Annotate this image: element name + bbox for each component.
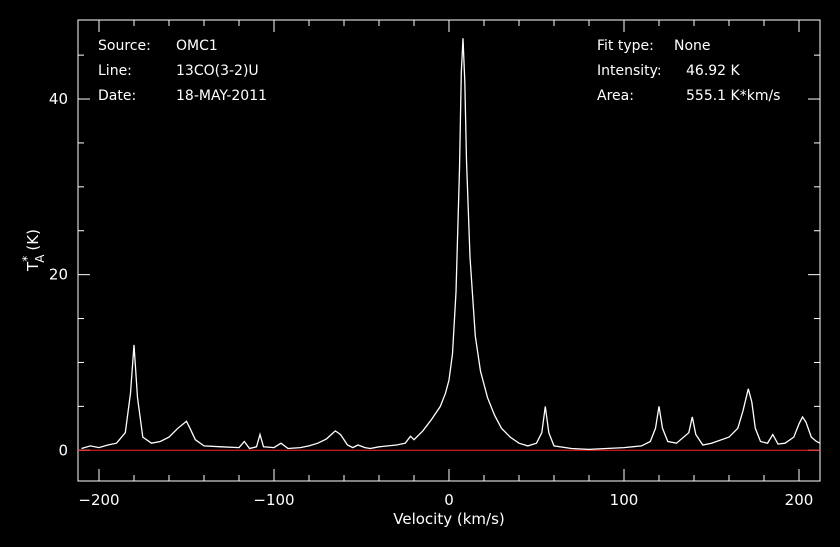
fit-type-label: Fit type:: [597, 38, 654, 54]
x-tick-label: −200: [78, 491, 119, 509]
y-tick-label: 0: [58, 441, 68, 459]
y-axis-label-sub: A: [33, 254, 47, 263]
y-axis-label-main: T: [24, 261, 42, 272]
x-tick-label: 200: [785, 491, 814, 509]
svg-text:T*A(K): T*A (K): [20, 229, 47, 272]
source-value: OMC1: [176, 38, 218, 54]
source-label: Source:: [98, 38, 151, 54]
x-tick-label: 0: [444, 491, 454, 509]
y-axis-label: T*A (K): [20, 229, 47, 272]
x-tick-label: −100: [253, 491, 294, 509]
x-tick-label: 100: [610, 491, 639, 509]
y-axis-label-unit: (K): [24, 229, 42, 251]
intensity-value: 46.92 K: [686, 63, 741, 79]
y-tick-label: 20: [49, 266, 68, 284]
area-value: 555.1 K*km/s: [686, 88, 780, 104]
y-axis-label-sup: *: [20, 256, 34, 262]
x-axis-label: Velocity (km/s): [393, 510, 504, 528]
area-label: Area:: [597, 88, 634, 104]
spectrum-series-line: [81, 38, 821, 451]
date-value: 18-MAY-2011: [176, 88, 267, 104]
axis-tick-labels: −200 −100 0 100 200 0 20 40: [49, 90, 813, 509]
line-label: Line:: [98, 63, 132, 79]
line-value: 13CO(3-2)U: [176, 63, 259, 79]
y-tick-label: 40: [49, 90, 68, 108]
date-label: Date:: [98, 88, 136, 104]
intensity-label: Intensity:: [597, 63, 662, 79]
fit-type-value: None: [674, 38, 711, 54]
